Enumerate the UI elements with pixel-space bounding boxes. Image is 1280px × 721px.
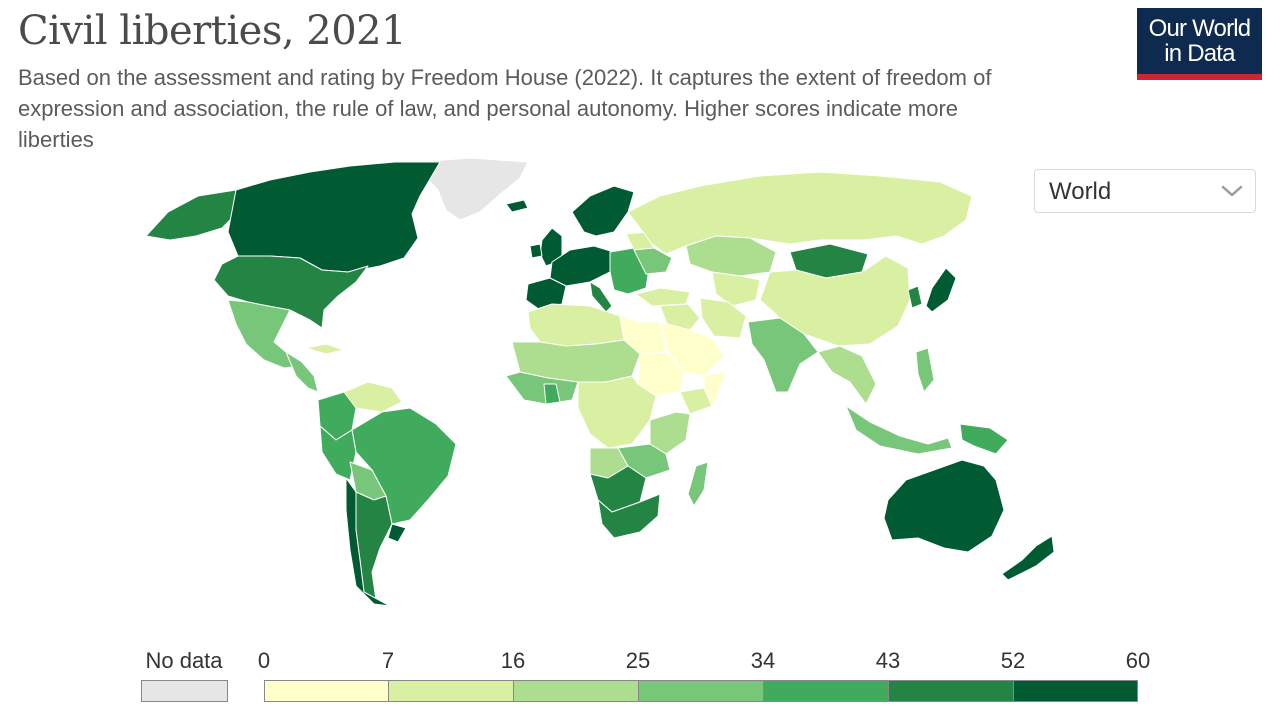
map-region	[747, 317, 819, 393]
map-region	[1001, 535, 1055, 581]
legend-bin[interactable]	[638, 680, 764, 702]
legend-tick-label: 0	[257, 648, 271, 673]
world-map[interactable]	[0, 150, 1280, 630]
chevron-down-icon	[1221, 185, 1243, 197]
legend-bin[interactable]	[388, 680, 514, 702]
map-region	[687, 461, 709, 507]
logo-line-1: Our World	[1148, 15, 1252, 42]
region-select-value: World	[1049, 178, 1112, 205]
map-region	[525, 277, 567, 311]
map-region	[213, 255, 369, 329]
legend-tick-label: 52	[1000, 648, 1026, 673]
map-region	[627, 171, 973, 255]
map-region	[633, 247, 673, 275]
legend-tick-label: 43	[875, 648, 901, 673]
map-region	[685, 235, 777, 277]
map-region	[345, 477, 391, 607]
map-region	[529, 243, 543, 259]
region-select[interactable]: World	[1034, 169, 1256, 213]
map-region	[883, 459, 1005, 553]
legend-bin[interactable]	[264, 680, 389, 702]
chart-subtitle: Based on the assessment and rating by Fr…	[18, 65, 992, 152]
map-region	[285, 351, 319, 393]
map-region	[505, 199, 529, 213]
map-region	[959, 423, 1009, 455]
map-region	[305, 343, 345, 355]
map-region	[387, 523, 407, 543]
legend-tick-label: 60	[1125, 648, 1151, 673]
map-region	[417, 157, 529, 221]
map-region	[659, 303, 701, 331]
owid-logo[interactable]: Our World in Data	[1137, 8, 1262, 80]
map-region	[571, 185, 635, 237]
map-region	[543, 383, 561, 405]
legend-bin[interactable]	[1013, 680, 1138, 702]
legend-bin[interactable]	[888, 680, 1014, 702]
map-region	[703, 371, 727, 421]
legend-bin[interactable]	[513, 680, 639, 702]
map-region	[635, 287, 691, 307]
legend-tick-label: 16	[500, 648, 526, 673]
map-region	[699, 297, 747, 339]
legend-no-data-swatch	[141, 680, 228, 702]
map-region	[817, 345, 877, 405]
legend-tick-label: 34	[750, 648, 776, 673]
map-region	[915, 347, 935, 393]
map-region	[711, 271, 761, 307]
chart-title: Civil liberties, 2021	[18, 8, 407, 54]
logo-line-2: in Data	[1164, 40, 1235, 67]
map-region	[145, 189, 241, 241]
legend-bin[interactable]	[763, 680, 889, 702]
legend-no-data-label: No data	[145, 648, 223, 673]
legend-tick-label: 25	[625, 648, 651, 673]
map-region	[589, 281, 613, 313]
map-region	[527, 303, 625, 347]
map-region	[659, 321, 725, 377]
color-legend: No data 0 7 16 25 34 43 52 60	[0, 640, 1280, 721]
map-region	[597, 493, 661, 539]
legend-tick-label: 7	[381, 648, 395, 673]
map-region	[925, 267, 957, 313]
map-region	[907, 285, 923, 309]
map-region	[505, 371, 579, 405]
map-region	[845, 405, 953, 455]
